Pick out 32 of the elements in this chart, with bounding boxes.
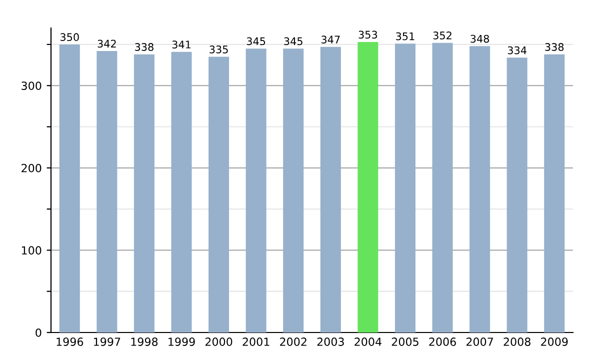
- x-tick-label: 2000: [205, 338, 232, 346]
- x-tick-label: 2001: [242, 338, 270, 346]
- y-tick-label: 300: [22, 82, 42, 90]
- x-tick-label: 2005: [392, 338, 418, 346]
- x-tick-label: 1996: [56, 338, 84, 346]
- x-tick-label: 2008: [504, 338, 530, 346]
- x-tick-label: 2003: [317, 338, 344, 346]
- data-label: 347: [321, 36, 340, 44]
- x-tick-label: 2009: [541, 338, 568, 346]
- data-label: 350: [60, 33, 79, 42]
- data-label: 345: [246, 37, 266, 46]
- data-label: 335: [210, 46, 228, 54]
- data-label: 352: [433, 32, 452, 40]
- data-label: 338: [545, 43, 564, 51]
- x-tick-label: 2002: [280, 338, 306, 346]
- data-label: 351: [396, 32, 414, 40]
- x-tick-label: 2007: [466, 338, 493, 346]
- x-tick-label: 2006: [429, 338, 456, 346]
- x-tick-label: 1999: [168, 338, 195, 346]
- y-tick-label: 100: [22, 246, 42, 255]
- x-tick-label: 1997: [94, 338, 120, 346]
- y-tick-label: 0: [36, 328, 42, 337]
- x-tick-label: 2004: [354, 338, 382, 346]
- data-label: 342: [98, 40, 116, 48]
- y-tick-label: 200: [22, 164, 42, 172]
- x-tick-label: 1998: [131, 338, 158, 346]
- data-label: 334: [508, 46, 526, 54]
- data-label: 341: [172, 40, 190, 48]
- data-label: 345: [284, 37, 302, 46]
- data-label: 338: [135, 43, 154, 51]
- data-label: 348: [470, 34, 490, 43]
- data-label: 353: [358, 30, 378, 39]
